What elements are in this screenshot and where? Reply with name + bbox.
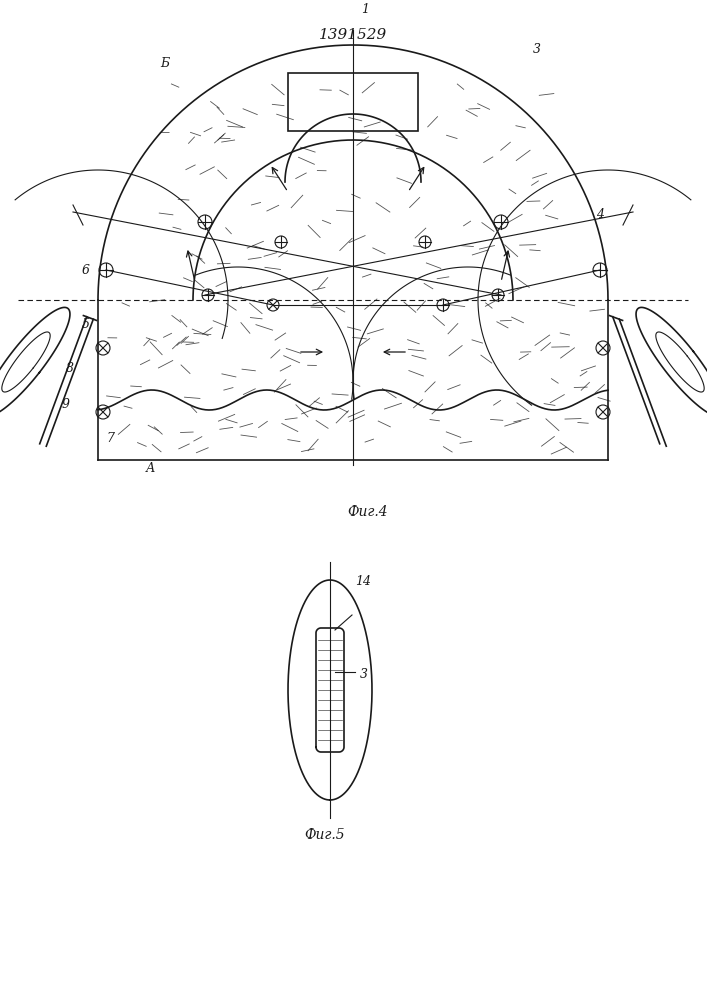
Text: 14: 14 — [355, 575, 371, 588]
Text: 6: 6 — [82, 264, 90, 277]
Text: 4: 4 — [596, 208, 604, 221]
Text: 3: 3 — [533, 43, 541, 56]
Text: 7: 7 — [106, 432, 114, 445]
Text: 1391529: 1391529 — [319, 28, 387, 42]
Text: 3: 3 — [360, 668, 368, 681]
Text: 8: 8 — [66, 362, 74, 375]
Text: А: А — [146, 462, 156, 475]
Text: 5: 5 — [82, 318, 90, 331]
Text: Б: Б — [160, 57, 169, 70]
Text: 1: 1 — [361, 3, 369, 16]
Text: Фиг.4: Фиг.4 — [348, 505, 388, 519]
Text: 9: 9 — [62, 398, 70, 411]
Text: Фиг.5: Фиг.5 — [305, 828, 345, 842]
Bar — [288, 73, 418, 131]
